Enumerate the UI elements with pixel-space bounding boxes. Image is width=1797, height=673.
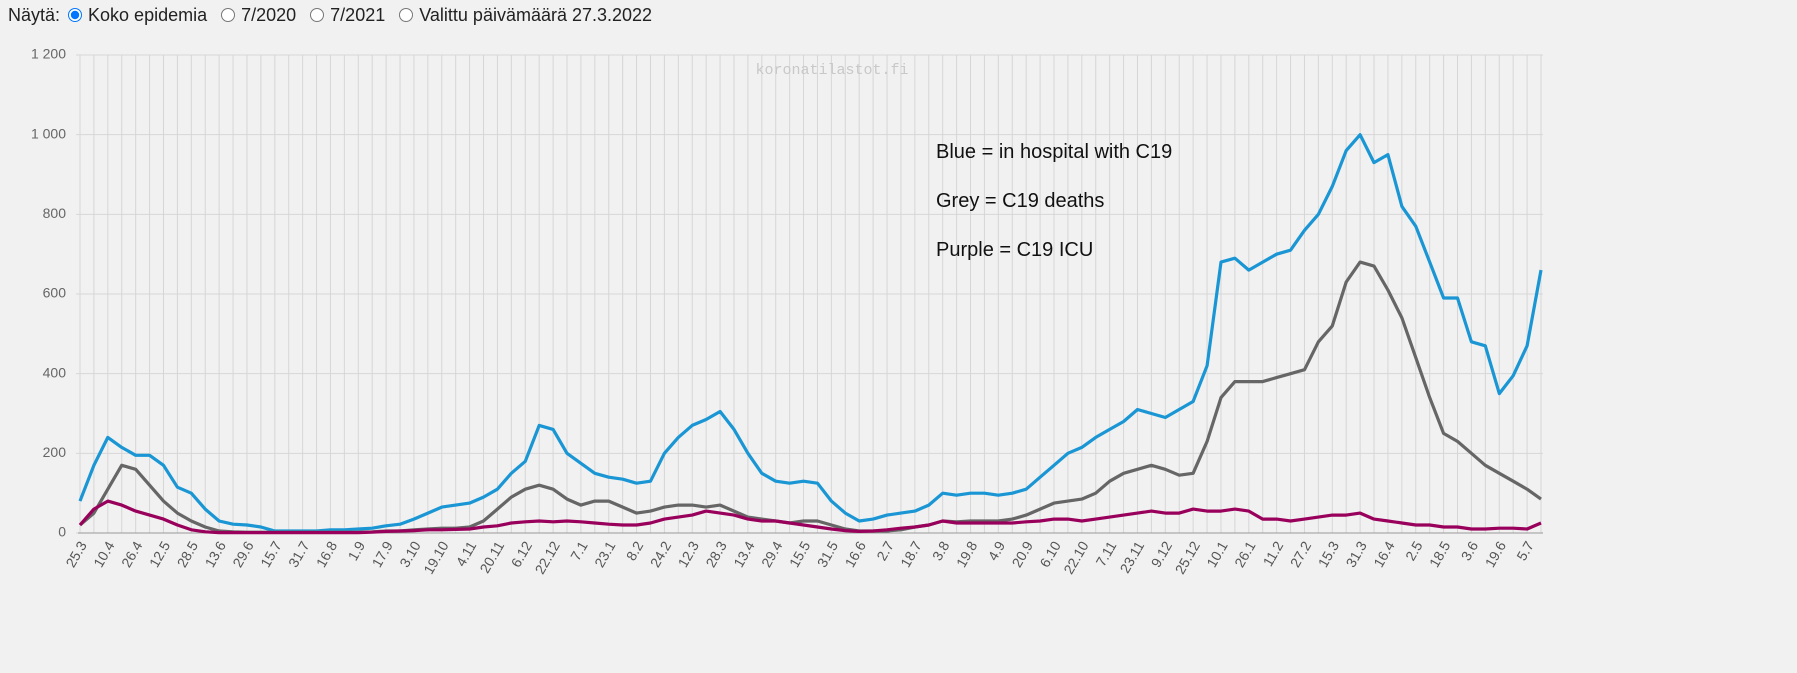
x-tick-label: 28.5	[174, 538, 202, 570]
x-tick-label: 19.8	[953, 538, 981, 570]
x-tick-label: 13.6	[201, 538, 229, 570]
x-tick-label: 18.7	[897, 538, 925, 570]
x-tick-label: 6.10	[1036, 538, 1064, 570]
x-tick-label: 31.7	[285, 538, 313, 570]
x-tick-label: 25.3	[62, 538, 90, 570]
x-tick-label: 11.2	[1259, 538, 1286, 569]
x-tick-label: 16.6	[842, 538, 870, 570]
x-tick-label: 2.7	[873, 538, 897, 563]
x-tick-label: 10.4	[90, 538, 118, 570]
x-tick-label: 6.12	[508, 538, 536, 570]
radio-option[interactable]: Valittu päivämäärä 27.3.2022	[391, 5, 652, 26]
x-tick-label: 16.4	[1370, 538, 1398, 570]
x-tick-label: 4.11	[452, 538, 479, 569]
radio-option[interactable]: 7/2021	[302, 5, 385, 26]
annotation: Grey = C19 deaths	[936, 190, 1104, 212]
y-tick-label: 1 000	[31, 125, 66, 141]
x-tick-label: 26.1	[1231, 538, 1259, 570]
x-tick-label: 19.10	[420, 538, 451, 577]
x-tick-label: 3.8	[929, 538, 953, 563]
radio-label: Valittu päivämäärä 27.3.2022	[419, 4, 653, 25]
x-tick-label: 29.4	[758, 538, 786, 570]
x-tick-label: 18.5	[1426, 538, 1454, 570]
radio-button[interactable]	[399, 8, 414, 22]
series-line	[78, 260, 1542, 534]
x-tick-label: 29.6	[229, 538, 257, 570]
x-tick-label: 10.1	[1203, 538, 1231, 570]
y-tick-label: 0	[58, 524, 66, 540]
x-tick-label: 22.10	[1060, 538, 1091, 577]
radio-button[interactable]	[221, 8, 236, 22]
x-tick-label: 3.10	[396, 538, 424, 570]
x-tick-label: 20.11	[476, 538, 507, 576]
x-tick-label: 12.3	[675, 538, 703, 570]
x-tick-label: 31.3	[1342, 538, 1370, 570]
annotation: Purple = C19 ICU	[936, 239, 1093, 261]
x-tick-label: 7.1	[567, 538, 591, 563]
x-tick-label: 3.6	[1458, 538, 1482, 563]
series-line	[78, 499, 1542, 535]
radio-button[interactable]	[310, 8, 325, 22]
radio-option[interactable]: Koko epidemia	[60, 5, 207, 26]
y-tick-label: 400	[43, 364, 67, 380]
view-selector: Näytä: Koko epidemia 7/2020 7/2021 Valittu …	[8, 3, 658, 27]
x-tick-label: 17.9	[368, 538, 396, 570]
x-tick-label: 19.6	[1482, 538, 1510, 570]
x-tick-label: 15.3	[1315, 538, 1343, 570]
x-tick-label: 15.5	[786, 538, 814, 570]
annotation: Blue = in hospital with C19	[936, 141, 1172, 163]
x-tick-label: 26.4	[118, 538, 146, 570]
x-tick-label: 4.9	[985, 538, 1009, 563]
y-tick-label: 200	[43, 444, 67, 460]
x-tick-label: 12.5	[146, 538, 174, 570]
radio-label: Koko epidemia	[88, 4, 208, 25]
x-tick-label: 31.5	[814, 538, 842, 570]
selector-label: Näytä:	[8, 4, 61, 25]
x-tick-label: 9.12	[1148, 538, 1176, 570]
x-tick-label: 16.8	[313, 538, 341, 570]
x-tick-label: 27.2	[1287, 538, 1315, 570]
radio-label: 7/2021	[330, 4, 386, 25]
watermark: koronatilastot.fi	[755, 62, 908, 79]
x-tick-label: 8.2	[623, 538, 647, 563]
x-tick-label: 7.11	[1092, 538, 1119, 569]
y-tick-label: 800	[43, 205, 67, 221]
x-tick-label: 23.11	[1116, 538, 1147, 576]
x-tick-label: 25.12	[1172, 538, 1203, 577]
x-tick-label: 2.5	[1402, 538, 1426, 563]
x-tick-label: 23.1	[591, 538, 619, 570]
radio-label: 7/2020	[241, 4, 297, 25]
x-tick-label: 28.3	[702, 538, 730, 570]
series-line	[78, 133, 1543, 533]
x-tick-label: 1.9	[345, 538, 369, 563]
x-tick-label: 5.7	[1513, 538, 1537, 563]
radio-option[interactable]: 7/2020	[213, 5, 296, 26]
x-tick-label: 22.12	[532, 538, 563, 577]
radio-button[interactable]	[68, 8, 83, 22]
x-tick-label: 15.7	[257, 538, 285, 570]
x-tick-label: 24.2	[647, 538, 675, 570]
x-tick-label: 20.9	[1008, 538, 1036, 570]
y-tick-label: 600	[43, 285, 67, 301]
x-tick-label: 13.4	[730, 538, 758, 570]
y-tick-label: 1 200	[31, 46, 66, 62]
